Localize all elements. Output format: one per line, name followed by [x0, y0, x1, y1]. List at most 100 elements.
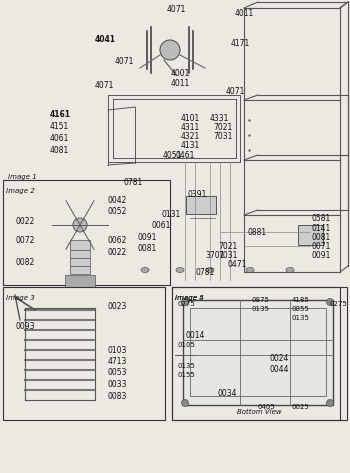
Ellipse shape — [246, 268, 254, 272]
Ellipse shape — [182, 298, 189, 306]
Bar — [65, 275, 95, 287]
Ellipse shape — [327, 298, 334, 306]
Ellipse shape — [160, 40, 180, 60]
Text: 0471: 0471 — [228, 260, 247, 269]
Text: 0023: 0023 — [108, 301, 127, 310]
Bar — [186, 196, 216, 214]
Text: Image 1: Image 1 — [8, 174, 37, 180]
Text: 0581: 0581 — [312, 213, 331, 222]
Text: 0881: 0881 — [248, 228, 267, 236]
Ellipse shape — [251, 335, 256, 341]
Text: 0082: 0082 — [16, 257, 35, 266]
Text: 0131: 0131 — [162, 210, 181, 219]
Text: 0405: 0405 — [258, 404, 276, 410]
Text: 0061: 0061 — [152, 220, 172, 229]
Text: 0033: 0033 — [108, 379, 127, 388]
Text: 0091: 0091 — [312, 251, 331, 260]
Text: 4321: 4321 — [181, 131, 200, 140]
Bar — [195, 330, 260, 375]
Text: 7021: 7021 — [213, 123, 232, 131]
Text: Image 3: Image 3 — [6, 295, 35, 301]
Text: 0071: 0071 — [312, 242, 331, 251]
Text: 4001: 4001 — [171, 70, 190, 79]
Text: 0461: 0461 — [175, 150, 194, 159]
Text: 7031: 7031 — [218, 251, 237, 260]
Ellipse shape — [176, 268, 184, 272]
Text: 4713: 4713 — [108, 357, 127, 366]
Text: 4061: 4061 — [50, 133, 69, 142]
Ellipse shape — [197, 335, 203, 341]
Text: 0135: 0135 — [292, 315, 310, 321]
Text: 4185: 4185 — [292, 297, 310, 303]
Ellipse shape — [141, 268, 149, 272]
Text: 0083: 0083 — [108, 392, 127, 401]
Ellipse shape — [280, 375, 310, 395]
Bar — [70, 258, 90, 266]
Text: 4331: 4331 — [210, 114, 229, 123]
Text: 4131: 4131 — [181, 140, 200, 149]
Text: 0053: 0053 — [108, 368, 127, 377]
Text: 0275: 0275 — [329, 301, 347, 307]
Text: 4071: 4071 — [115, 58, 134, 67]
Bar — [70, 266, 90, 274]
Bar — [183, 300, 333, 405]
Ellipse shape — [73, 218, 87, 232]
Ellipse shape — [251, 366, 256, 370]
Text: Bottom View: Bottom View — [237, 409, 281, 415]
Bar — [3, 287, 165, 420]
Bar — [190, 308, 326, 396]
Bar — [70, 240, 90, 250]
Text: 4011: 4011 — [171, 79, 190, 88]
Text: 0275: 0275 — [178, 301, 196, 307]
Text: 4171: 4171 — [231, 40, 250, 49]
Text: 0103: 0103 — [108, 345, 127, 354]
Text: 0022: 0022 — [107, 247, 126, 256]
Bar — [172, 287, 340, 420]
Ellipse shape — [327, 400, 334, 406]
Text: 0135: 0135 — [178, 363, 196, 369]
Text: 0042: 0042 — [107, 195, 126, 204]
Bar — [70, 250, 90, 258]
Text: 0781: 0781 — [196, 268, 215, 277]
Text: 7031: 7031 — [213, 131, 232, 140]
Text: Image 2: Image 2 — [6, 188, 35, 194]
Text: 4071: 4071 — [167, 6, 186, 15]
Ellipse shape — [182, 400, 189, 406]
Text: 0855: 0855 — [292, 306, 310, 312]
Text: Image 5: Image 5 — [175, 295, 204, 301]
Text: 0155: 0155 — [178, 372, 196, 378]
Text: 0081: 0081 — [312, 233, 331, 242]
Text: 0052: 0052 — [107, 207, 126, 216]
Text: 0022: 0022 — [16, 217, 35, 226]
Text: 4011: 4011 — [235, 9, 254, 18]
Text: 0135: 0135 — [252, 306, 270, 312]
Ellipse shape — [206, 268, 214, 272]
Text: 0034: 0034 — [218, 388, 238, 397]
Text: 0141: 0141 — [312, 224, 331, 233]
Text: 4311: 4311 — [181, 123, 200, 131]
Text: 3701: 3701 — [205, 251, 224, 260]
Text: 0091: 0091 — [137, 233, 156, 242]
Text: 4161: 4161 — [50, 110, 71, 119]
Text: Image 4: Image 4 — [175, 295, 204, 301]
Text: 0105: 0105 — [178, 342, 196, 348]
Ellipse shape — [286, 268, 294, 272]
Text: 0875: 0875 — [252, 297, 270, 303]
Bar — [298, 225, 323, 245]
Text: 4081: 4081 — [50, 146, 69, 155]
Bar — [172, 287, 347, 420]
Text: 0014: 0014 — [185, 331, 204, 340]
Text: 4051: 4051 — [163, 150, 182, 159]
Text: 0093: 0093 — [16, 322, 35, 331]
Text: 4101: 4101 — [181, 114, 200, 123]
Bar — [3, 180, 170, 285]
Text: 0081: 0081 — [137, 244, 156, 253]
Text: 0062: 0062 — [107, 236, 126, 245]
Text: 7021: 7021 — [218, 242, 237, 251]
Text: 4041: 4041 — [95, 35, 116, 44]
Text: 0781: 0781 — [123, 177, 142, 186]
Ellipse shape — [197, 366, 203, 370]
Text: 0024: 0024 — [270, 353, 289, 362]
Text: 4071: 4071 — [95, 81, 114, 90]
Text: 4151: 4151 — [50, 122, 69, 131]
